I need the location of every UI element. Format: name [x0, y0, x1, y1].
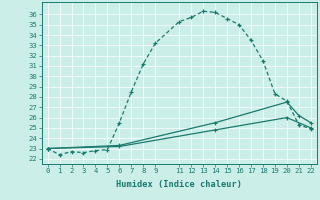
X-axis label: Humidex (Indice chaleur): Humidex (Indice chaleur): [116, 180, 242, 189]
